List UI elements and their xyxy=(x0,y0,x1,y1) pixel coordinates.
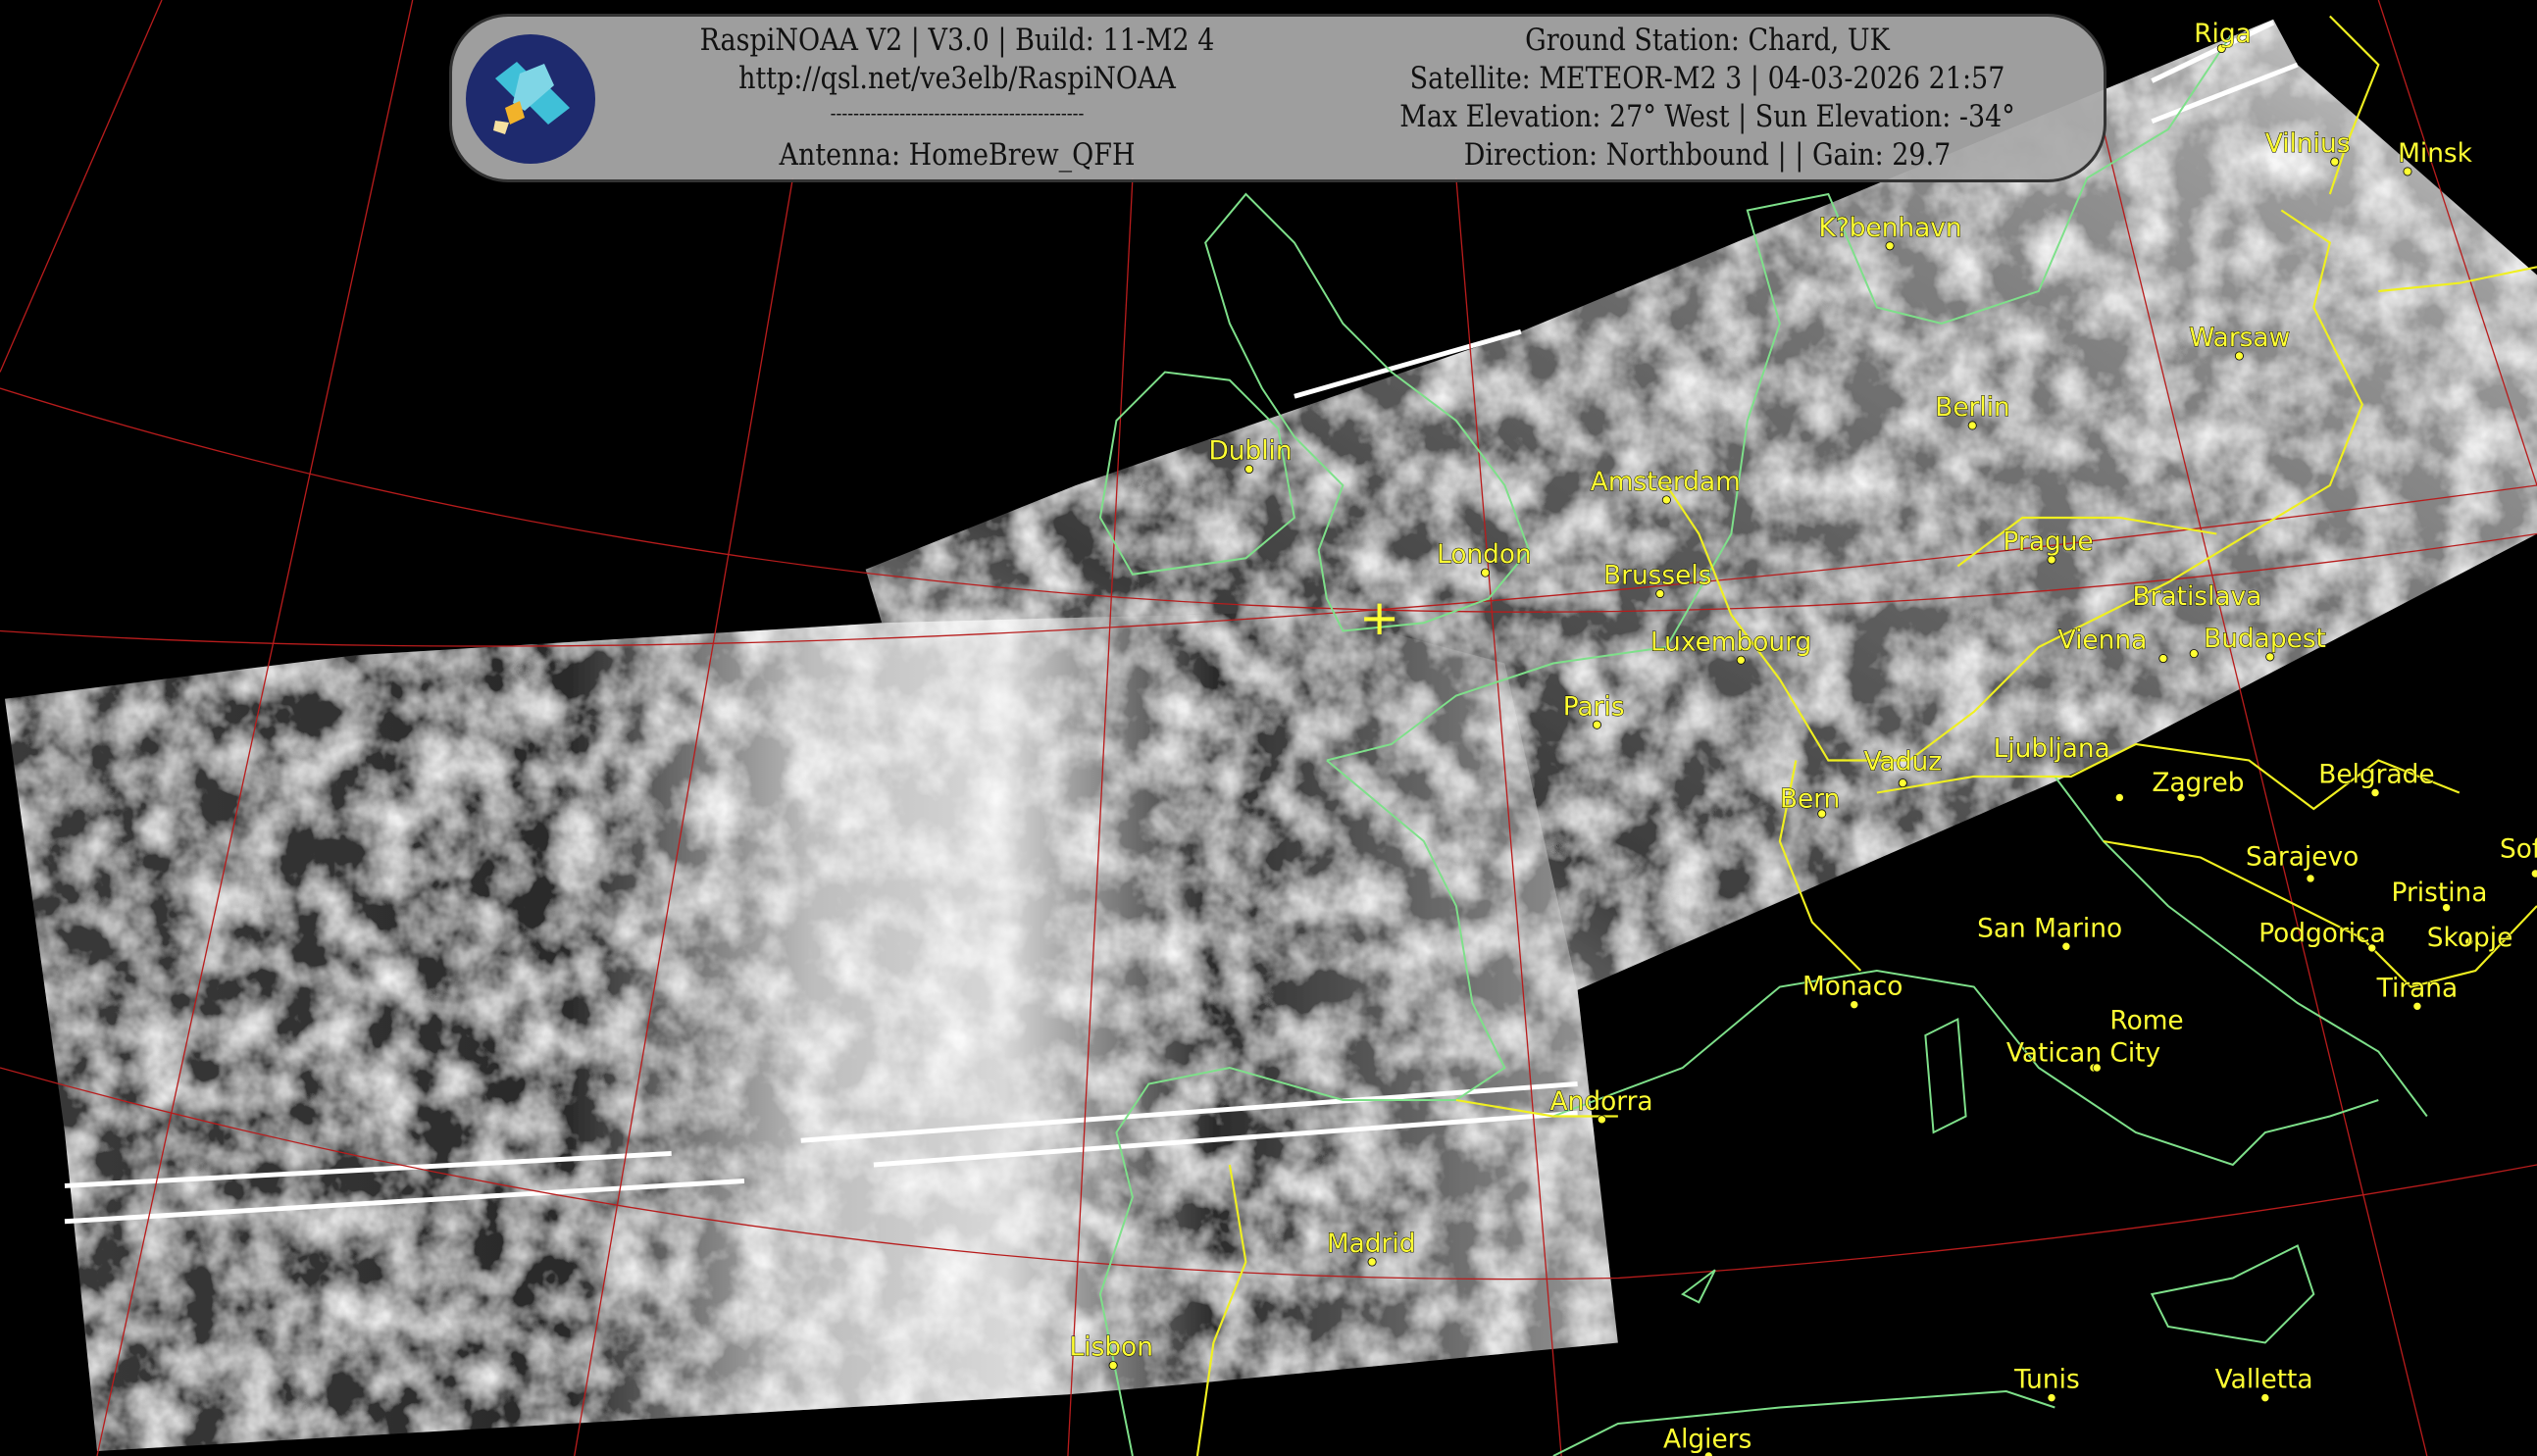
city-pristina: Pristina xyxy=(2391,879,2488,913)
city-label: Belgrade xyxy=(2318,761,2434,790)
city-sofia: Sof xyxy=(2500,834,2537,879)
city-ljubljana: Ljubljana xyxy=(1993,734,2124,802)
city-skopje: Skopje xyxy=(2426,924,2513,954)
city-berlin: Berlin xyxy=(1935,393,2010,430)
city-label: Brussels xyxy=(1603,562,1711,591)
city-kobenhavn: K?benhavn xyxy=(1818,213,1962,251)
city-valletta: Valletta xyxy=(2214,1365,2313,1403)
city-vatican-city: Vatican City xyxy=(2005,1038,2161,1073)
city-label: Bratislava xyxy=(2133,582,2262,612)
city-madrid: Madrid xyxy=(1326,1230,1416,1267)
city-label: Zagreb xyxy=(2152,769,2244,798)
header-satellite-line: Satellite: METEOR-M2 3 | 04-03-2026 21:5… xyxy=(1409,61,2005,96)
city-minsk: Minsk xyxy=(2398,139,2473,176)
city-label: Warsaw xyxy=(2189,324,2290,353)
header-antenna-line: Antenna: HomeBrew_QFH xyxy=(779,137,1136,173)
city-dublin: Dublin xyxy=(1208,436,1293,475)
city-paris: Paris xyxy=(1562,692,1625,729)
city-label: Tunis xyxy=(2013,1366,2080,1395)
header-direction-gain-line: Direction: Northbound | | Gain: 29.7 xyxy=(1463,137,1952,173)
city-label: Andorra xyxy=(1550,1087,1653,1117)
ground-station-crosshair-icon: + xyxy=(1359,589,1399,646)
country-borders xyxy=(1195,15,2537,1456)
city-budapest: Budapest xyxy=(2204,625,2326,662)
header-build-line: RaspiNOAA V2 | V3.0 | Build: 11-M2 4 xyxy=(699,23,1215,58)
city-label: Amsterdam xyxy=(1591,468,1741,497)
satellite-icon xyxy=(466,34,595,164)
city-label: Prague xyxy=(2004,527,2094,557)
city-vaduz: Vaduz xyxy=(1863,747,1943,788)
city-andorra: Andorra xyxy=(1549,1086,1653,1125)
city-labels: Riga Vilnius Minsk K?benhavn Warsaw Berl… xyxy=(1069,19,2537,1456)
city-vienna: Vienna xyxy=(2057,626,2168,664)
city-label: Vaduz xyxy=(1864,747,1942,777)
city-label: Pristina xyxy=(2392,879,2488,908)
city-luxembourg: Luxembourg xyxy=(1649,628,1812,665)
city-label: Berlin xyxy=(1935,393,2010,423)
ground-station-marker: + xyxy=(1359,589,1399,646)
city-label: Madrid xyxy=(1327,1230,1416,1259)
city-san-marino: San Marino xyxy=(1977,914,2123,951)
city-tirana: Tirana xyxy=(2375,974,2459,1011)
city-amsterdam: Amsterdam xyxy=(1590,467,1741,505)
city-bratislava: Bratislava xyxy=(2132,582,2262,659)
city-label: Dublin xyxy=(1208,437,1292,467)
signal-dropout-lines xyxy=(64,20,2299,1225)
city-brussels: Brussels xyxy=(1603,561,1712,599)
city-label: Sof xyxy=(2500,834,2537,864)
city-label: Tirana xyxy=(2376,974,2459,1003)
city-label: Minsk xyxy=(2398,139,2473,169)
city-label: Paris xyxy=(1563,692,1625,722)
city-label: Monaco xyxy=(1802,973,1903,1002)
city-label: Budapest xyxy=(2204,625,2326,654)
city-label: Lisbon xyxy=(1070,1333,1153,1363)
city-label: Algiers xyxy=(1663,1426,1751,1455)
city-label: Podgorica xyxy=(2258,919,2386,948)
pass-info-banner: RaspiNOAA V2 | V3.0 | Build: 11-M2 4 htt… xyxy=(449,14,2106,182)
header-elevation-line: Max Elevation: 27° West | Sun Elevation:… xyxy=(1399,99,2015,134)
city-belgrade: Belgrade xyxy=(2318,760,2435,798)
city-label: Ljubljana xyxy=(1994,734,2110,764)
city-label: London xyxy=(1437,540,1532,570)
satellite-imagery xyxy=(4,19,2537,1452)
city-riga: Riga xyxy=(2194,19,2252,54)
city-label: Valletta xyxy=(2215,1366,2313,1395)
city-prague: Prague xyxy=(2003,527,2094,565)
city-label: Vatican City xyxy=(2006,1038,2160,1068)
city-lisbon: Lisbon xyxy=(1069,1332,1153,1371)
city-zagreb: Zagreb xyxy=(2152,768,2245,802)
header-url-line: http://qsl.net/ve3elb/RaspiNOAA xyxy=(738,61,1176,96)
imagery-swath-south xyxy=(4,611,1618,1452)
header-ground-station: Ground Station: Chard, UK xyxy=(1525,23,1890,58)
city-warsaw: Warsaw xyxy=(2189,324,2291,361)
city-label: K?benhavn xyxy=(1818,214,1961,243)
city-algiers: Algiers xyxy=(1663,1425,1752,1456)
city-podgorica: Podgorica xyxy=(2258,919,2386,953)
city-label: Rome xyxy=(2109,1006,2183,1035)
city-rome: Rome xyxy=(2092,1006,2184,1073)
city-label: Bern xyxy=(1780,784,1840,814)
city-bern: Bern xyxy=(1779,784,1841,819)
city-sarajevo: Sarajevo xyxy=(2246,842,2359,883)
city-label: Vilnius xyxy=(2265,129,2351,159)
city-label: San Marino xyxy=(1977,914,2122,943)
city-label: Skopje xyxy=(2427,924,2513,953)
city-label: Sarajevo xyxy=(2246,843,2359,873)
city-london: London xyxy=(1437,540,1532,577)
city-label: Vienna xyxy=(2058,627,2148,656)
header-divider: ----------------------------------------… xyxy=(830,101,1085,125)
city-monaco: Monaco xyxy=(1801,972,1903,1010)
city-label: Riga xyxy=(2194,20,2252,49)
city-label: Luxembourg xyxy=(1650,628,1811,657)
city-tunis: Tunis xyxy=(2013,1365,2080,1403)
city-vilnius: Vilnius xyxy=(2264,129,2351,167)
